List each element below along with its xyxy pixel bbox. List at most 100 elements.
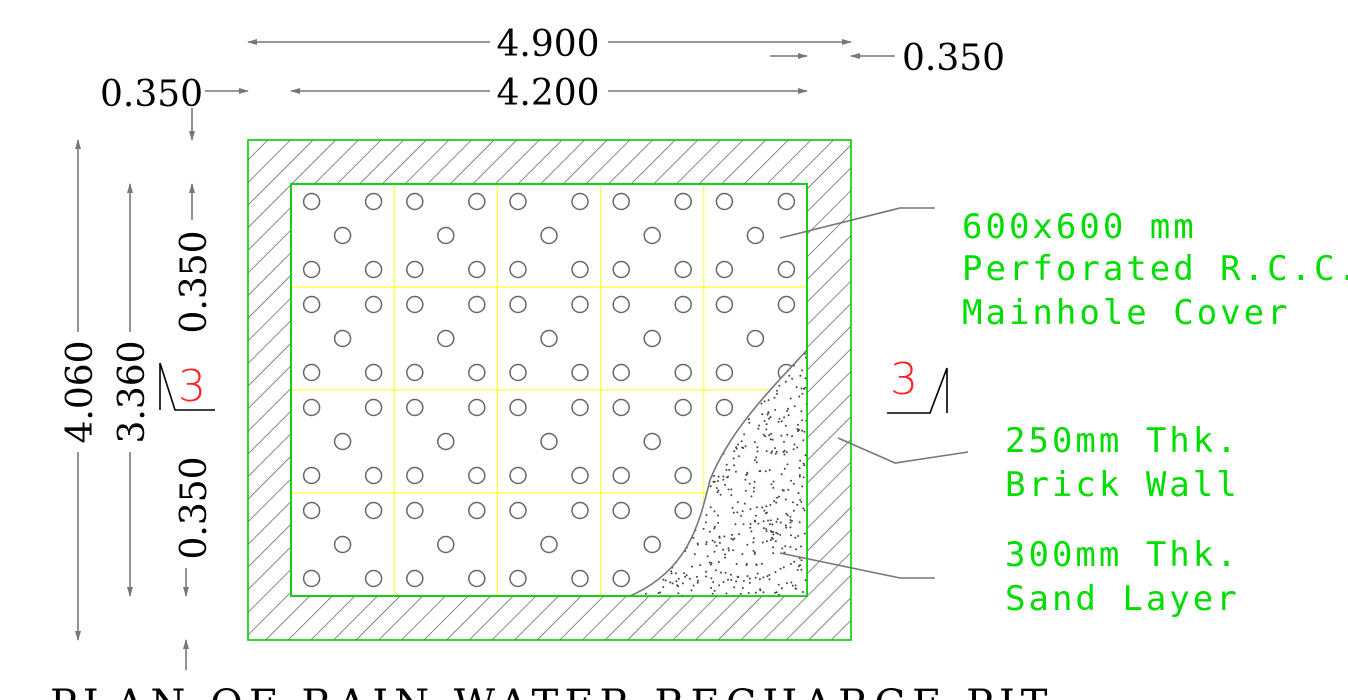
- bottom-offset-text: 0.350: [174, 456, 215, 559]
- perforation-hole: [571, 569, 589, 588]
- sand-grain: [697, 579, 699, 582]
- sand-grain: [793, 443, 796, 446]
- sand-grain: [722, 475, 725, 478]
- sand-grain: [772, 486, 775, 489]
- sand-grain: [762, 433, 765, 436]
- sand-grain: [796, 430, 799, 433]
- inner-width-text: 4.200: [496, 73, 599, 114]
- sand-grain: [776, 532, 779, 535]
- sand-grain: [789, 519, 792, 521]
- perforation-hole: [643, 432, 661, 451]
- sand-grain: [803, 430, 806, 433]
- sand-grain: [784, 424, 787, 427]
- sand-grain: [713, 525, 716, 528]
- sand-grain: [782, 489, 785, 492]
- sand-grain: [708, 530, 711, 533]
- sand-grain: [804, 579, 807, 582]
- right-offset-text: 0.350: [902, 38, 1005, 79]
- sand-grain: [796, 446, 799, 449]
- perforation-hole: [612, 295, 630, 314]
- sand-grain: [715, 487, 718, 489]
- sand-grain: [749, 526, 752, 529]
- perforation-hole: [612, 363, 630, 382]
- perforation-hole: [302, 398, 321, 417]
- sand-grain: [775, 501, 778, 504]
- perforation-hole: [406, 466, 424, 485]
- sand-grain: [692, 536, 695, 539]
- sand-grain: [764, 512, 767, 515]
- cover-leader-line: [779, 207, 935, 239]
- sand-grain: [741, 587, 744, 589]
- sand-grain: [749, 508, 752, 511]
- perforation-hole: [437, 432, 455, 451]
- sand-grain: [774, 591, 776, 594]
- sand-grain: [798, 521, 801, 524]
- sand-grain: [784, 524, 787, 527]
- sand-label-line-1: 300mm Thk.: [1005, 535, 1240, 575]
- sand-grain: [774, 452, 777, 455]
- sand-grain: [791, 377, 794, 380]
- sand-grain: [765, 505, 768, 508]
- sand-grain: [772, 480, 775, 483]
- sand-grain: [677, 577, 680, 580]
- sand-grain: [801, 429, 804, 432]
- perforation-hole: [302, 295, 321, 314]
- sand-grain: [764, 435, 767, 438]
- sand-grain: [798, 395, 801, 398]
- perforation-hole: [364, 295, 383, 314]
- sand-grain: [760, 402, 763, 405]
- perforation-hole: [509, 501, 527, 520]
- perforation-hole: [571, 192, 589, 211]
- sand-grain: [696, 542, 699, 545]
- sand-grain: [757, 427, 760, 430]
- sand-grain: [713, 589, 716, 592]
- outer-wall-outline: [247, 139, 852, 641]
- section-marker-left-text: 3: [178, 361, 206, 412]
- sand-grain: [775, 450, 778, 453]
- perforation-hole: [468, 295, 486, 314]
- sand-grain: [802, 462, 805, 465]
- overall-width-text: 4.900: [496, 24, 599, 65]
- sand-grain: [774, 540, 777, 543]
- sand-grain: [767, 519, 770, 522]
- perforation-hole: [468, 501, 486, 520]
- sand-grain: [776, 518, 779, 520]
- sand-grain: [736, 511, 739, 514]
- sand-grain: [763, 509, 766, 512]
- sand-grain: [763, 420, 766, 422]
- perforation-hole: [643, 329, 661, 348]
- sand-grain: [754, 514, 757, 517]
- sand-grain: [780, 420, 783, 423]
- sand-grain: [743, 502, 746, 505]
- sand-grain: [730, 537, 733, 540]
- sand-grain: [771, 523, 774, 526]
- overall-height-text: 4.060: [60, 340, 101, 443]
- sand-grain: [797, 565, 800, 568]
- sand-grain: [712, 581, 715, 583]
- sand-grain: [741, 553, 744, 556]
- sand-grain: [732, 511, 735, 514]
- sand-grain: [793, 405, 796, 408]
- perforation-hole: [571, 466, 589, 485]
- sand-grain: [746, 543, 749, 546]
- sand-grain: [657, 592, 660, 595]
- sand-grain: [740, 440, 743, 443]
- sand-grain: [722, 581, 725, 583]
- wall-label-line-2: Brick Wall: [1005, 465, 1240, 505]
- perforation-hole: [746, 226, 765, 245]
- sand-grain: [744, 478, 747, 481]
- perforation-hole: [333, 535, 352, 554]
- sand-grain: [757, 522, 760, 525]
- perforation-hole: [715, 398, 734, 417]
- perforation-hole: [674, 501, 692, 520]
- sand-grain: [803, 464, 806, 467]
- sand-grain: [662, 586, 665, 588]
- sand-grain: [772, 546, 775, 549]
- perforation-hole: [364, 569, 383, 588]
- perforation-hole: [643, 535, 661, 554]
- sand-grain: [804, 377, 807, 380]
- sand-label-line-2: Sand Layer: [1005, 579, 1240, 619]
- perforation-hole: [715, 192, 734, 211]
- sand-grain: [670, 572, 673, 575]
- perforation-hole: [302, 569, 321, 588]
